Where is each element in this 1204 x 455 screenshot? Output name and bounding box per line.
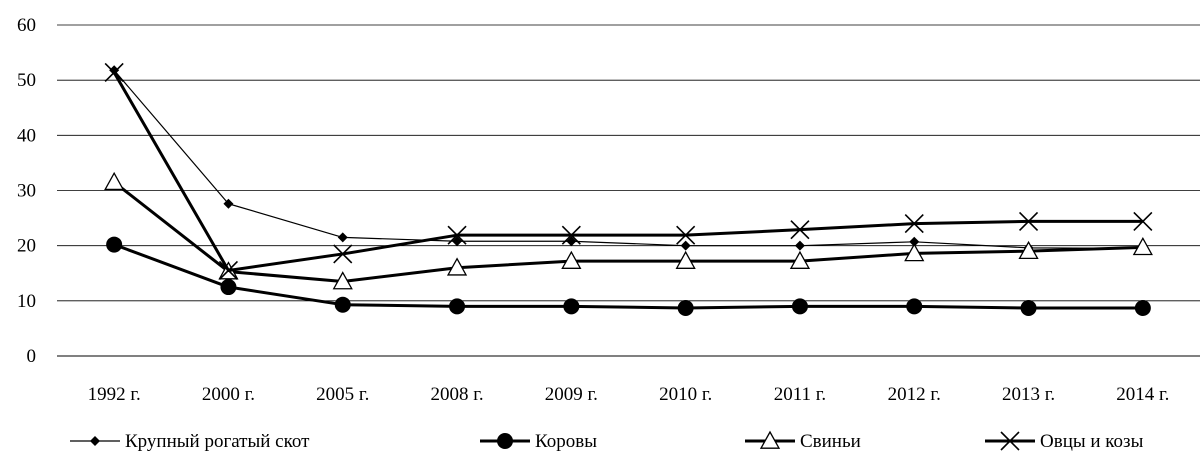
series-lines — [104, 62, 1153, 317]
x-tick-label: 2005 г. — [316, 384, 369, 405]
x-tick-label: 2012 г. — [888, 384, 941, 405]
legend-item-3: Овцы и козы — [985, 431, 1144, 452]
data-point-triangle — [446, 257, 468, 276]
data-point-cross — [104, 62, 124, 83]
legend-label: Овцы и козы — [1040, 431, 1144, 452]
legend-item-0: Крупный рогатый скот — [70, 431, 310, 452]
data-point-cross — [447, 225, 467, 245]
data-point-cross — [218, 260, 239, 281]
legend-label: Крупный рогатый скот — [125, 431, 310, 452]
x-tick-label: 2008 г. — [430, 384, 483, 405]
y-tick-label: 50 — [17, 70, 36, 91]
legend-label: Коровы — [535, 431, 597, 452]
data-point-triangle — [675, 250, 696, 269]
data-point-diamond — [223, 198, 234, 209]
legend-item-2: Свиньи — [745, 430, 861, 452]
y-tick-label: 10 — [17, 291, 36, 312]
x-tick-label: 2009 г. — [545, 384, 598, 405]
y-tick-label: 0 — [27, 346, 37, 367]
x-tick-label: 2010 г. — [659, 384, 712, 405]
data-point-circle — [1134, 300, 1151, 317]
data-point-circle — [677, 300, 694, 317]
data-point-cross — [561, 225, 581, 245]
y-tick-label: 20 — [17, 236, 36, 257]
series-line — [112, 71, 1143, 272]
data-point-circle — [449, 298, 466, 315]
data-point-triangle — [104, 171, 125, 191]
data-point-triangle — [789, 250, 811, 269]
data-point-triangle — [1132, 236, 1153, 256]
series-1 — [106, 236, 1151, 317]
x-tick-label: 1992 г. — [88, 384, 141, 405]
series-line — [113, 181, 1143, 284]
series-3 — [104, 62, 1153, 281]
data-point-circle — [497, 433, 513, 449]
data-point-diamond — [109, 65, 120, 76]
legend-item-1: Коровы — [480, 431, 597, 452]
data-point-cross — [1000, 431, 1020, 451]
data-point-cross — [790, 220, 810, 240]
y-tick-label: 40 — [17, 125, 36, 146]
y-tick-label: 30 — [17, 181, 36, 202]
data-point-circle — [1020, 300, 1037, 317]
data-point-triangle — [904, 243, 925, 262]
data-point-cross — [1018, 211, 1039, 231]
gridlines — [57, 24, 1200, 357]
data-point-circle — [906, 298, 923, 315]
y-axis-tick-labels: 0 10 20 30 40 50 60 — [17, 15, 36, 367]
x-tick-label: 2013 г. — [1002, 384, 1055, 405]
data-point-cross — [1133, 211, 1153, 231]
data-point-triangle — [1018, 240, 1039, 260]
data-point-circle — [563, 298, 580, 315]
data-point-circle — [106, 236, 123, 253]
x-tick-label: 2014 г. — [1116, 384, 1169, 405]
series-line — [113, 243, 1143, 310]
data-point-diamond — [680, 240, 691, 251]
data-point-diamond — [794, 240, 805, 251]
data-point-triangle — [332, 271, 353, 290]
legend: Крупный рогатый скот Коровы Свиньи Овцы и к… — [70, 430, 1144, 452]
data-point-cross — [676, 225, 696, 245]
data-point-circle — [220, 279, 237, 296]
data-point-triangle — [759, 430, 781, 449]
series-line — [113, 69, 1143, 250]
data-point-diamond — [337, 232, 348, 243]
x-tick-label: 2011 г. — [774, 384, 826, 405]
y-tick-label: 60 — [17, 15, 36, 36]
series-0 — [109, 65, 1148, 254]
data-point-cross — [904, 214, 924, 234]
data-point-circle — [791, 298, 808, 315]
data-point-circle — [334, 296, 351, 313]
legend-label: Свиньи — [800, 431, 861, 452]
x-axis-tick-labels: 1992 г. 2000 г. 2005 г. 2008 г. 2009 г. 2010 … — [88, 384, 1170, 405]
data-point-triangle — [561, 250, 582, 269]
data-point-diamond — [90, 436, 100, 446]
data-point-cross — [333, 244, 353, 264]
data-point-diamond — [909, 236, 920, 247]
x-tick-label: 2000 г. — [202, 384, 255, 405]
